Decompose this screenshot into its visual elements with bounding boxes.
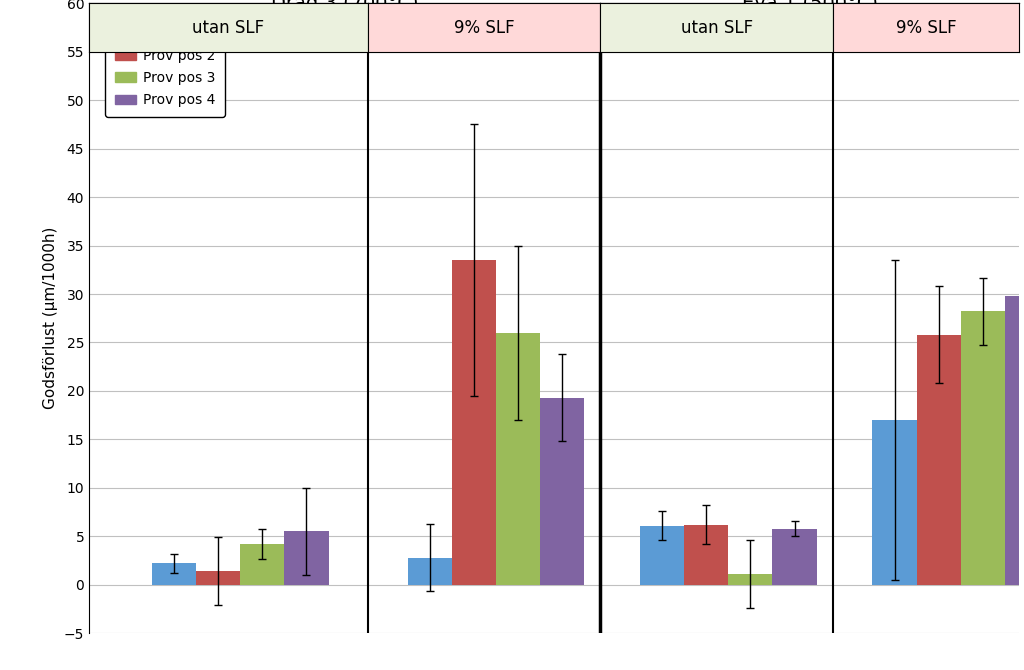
Bar [496,333,540,585]
Y-axis label: Godsförlust (µm/1000h): Godsförlust (µm/1000h) [43,227,58,409]
Text: 9% SLF: 9% SLF [896,19,956,37]
Bar [152,563,196,585]
Bar [772,529,817,585]
Bar [916,335,961,585]
Bar [961,312,1005,585]
Bar [285,531,329,585]
Bar [241,544,285,585]
Text: utan SLF: utan SLF [193,19,264,37]
Text: utan SLF: utan SLF [681,19,753,37]
Text: Eva 1 (500°C): Eva 1 (500°C) [741,0,878,13]
Bar [452,260,496,585]
Bar [872,420,916,585]
Bar [1005,296,1024,585]
Bar [684,525,728,585]
Bar [540,398,585,585]
Text: Drag 3 (700°C): Drag 3 (700°C) [271,0,419,13]
Bar [408,557,452,585]
Bar [728,574,772,585]
Text: 9% SLF: 9% SLF [454,19,515,37]
Bar [196,571,241,585]
Bar [640,525,684,585]
Legend: Prov pos 1, Prov pos 2, Prov pos 3, Prov pos 4: Prov pos 1, Prov pos 2, Prov pos 3, Prov… [105,17,225,117]
